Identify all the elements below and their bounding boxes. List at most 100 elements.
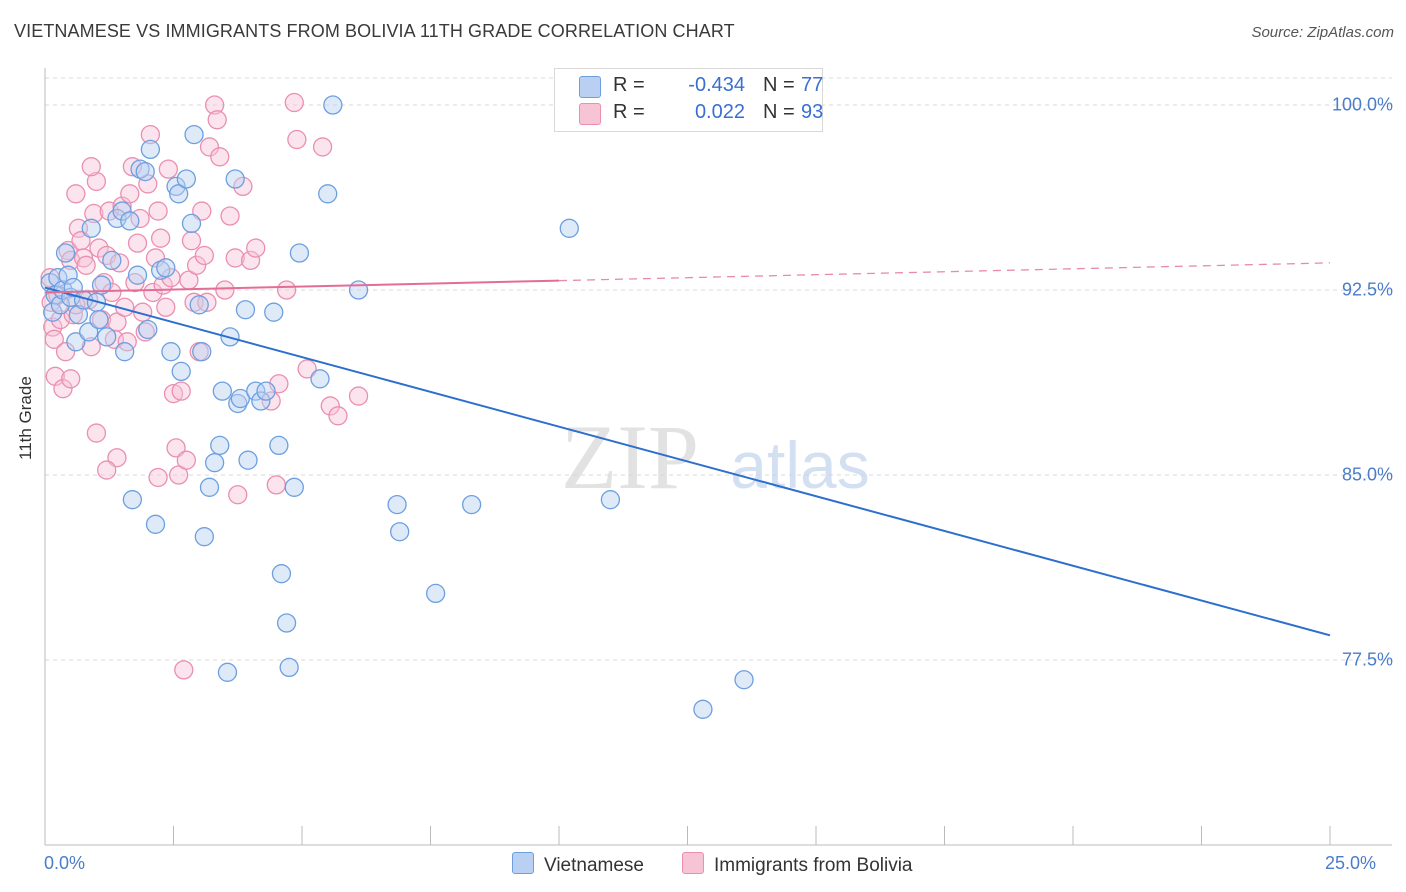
bolivia-point bbox=[215, 280, 235, 300]
vietnamese-point bbox=[461, 494, 482, 515]
vietnamese-point bbox=[230, 388, 250, 409]
vietnamese-point bbox=[271, 564, 292, 584]
bolivia-point bbox=[171, 381, 191, 401]
bolivia-point bbox=[228, 485, 248, 505]
vietnamese-point bbox=[310, 369, 330, 389]
legend-swatch-blue bbox=[579, 76, 601, 98]
bolivia-point bbox=[61, 369, 81, 389]
y-axis-label: 11th Grade bbox=[16, 376, 35, 460]
legend-swatch-pink bbox=[579, 103, 601, 125]
axes bbox=[44, 68, 1392, 846]
vietnamese-point bbox=[112, 201, 132, 221]
vietnamese-point bbox=[189, 295, 209, 315]
y-tick-label: 100.0% bbox=[1331, 94, 1393, 115]
vietnamese-point bbox=[600, 490, 621, 510]
vietnamese-point bbox=[122, 490, 143, 510]
trend-line-extension-pink bbox=[558, 262, 1331, 282]
legend-item-bolivia: Immigrants from Bolivia bbox=[682, 852, 913, 877]
bolivia-point bbox=[148, 201, 168, 221]
vietnamese-point bbox=[289, 243, 310, 263]
vietnamese-point bbox=[91, 275, 112, 295]
vietnamese-point bbox=[387, 494, 407, 515]
bolivia-point bbox=[174, 660, 194, 680]
legend-n-value: 93 bbox=[801, 101, 824, 123]
legend-label-bolivia: Immigrants from Bolivia bbox=[714, 855, 913, 876]
vietnamese-point bbox=[212, 381, 232, 401]
vietnamese-point bbox=[210, 435, 230, 456]
vietnamese-point bbox=[194, 527, 214, 547]
vietnamese-point bbox=[181, 213, 202, 234]
legend-item-vietnamese: Vietnamese bbox=[512, 852, 644, 877]
watermark-zip: ZIP bbox=[561, 406, 699, 508]
vietnamese-point bbox=[79, 322, 99, 342]
bolivia-point bbox=[86, 171, 107, 192]
y-tick-label: 92.5% bbox=[1341, 279, 1393, 300]
trend-line-pink bbox=[44, 279, 560, 294]
bolivia-point bbox=[297, 359, 317, 379]
trend-lines bbox=[44, 262, 1331, 637]
bolivia-point bbox=[73, 248, 94, 268]
bolivia-point bbox=[76, 255, 96, 275]
vietnamese-point bbox=[50, 295, 71, 315]
chart-title: VIETNAMESE VS IMMIGRANTS FROM BOLIVIA 11… bbox=[14, 21, 735, 41]
bolivia-point bbox=[120, 184, 140, 204]
vietnamese-point bbox=[204, 453, 225, 473]
bolivia-point bbox=[225, 248, 245, 268]
vietnamese-point bbox=[246, 381, 266, 401]
legend-r-label: R = bbox=[613, 74, 645, 96]
bolivia-point bbox=[135, 322, 155, 342]
bolivia-point bbox=[287, 129, 307, 150]
bolivia-point bbox=[240, 250, 261, 271]
vietnamese-point bbox=[276, 613, 297, 633]
legend-r-label: R = bbox=[613, 101, 645, 123]
y-tick-label: 85.0% bbox=[1341, 464, 1393, 485]
legend-n-label: N = bbox=[763, 74, 795, 96]
vietnamese-point bbox=[318, 184, 338, 204]
bolivia-point bbox=[89, 238, 109, 258]
bolivia-point bbox=[181, 231, 202, 251]
bolivia-point bbox=[145, 248, 166, 268]
vietnamese-point bbox=[55, 243, 76, 263]
bolivia-point bbox=[148, 467, 168, 488]
vietnamese-point bbox=[171, 361, 191, 382]
vietnamese-point bbox=[81, 218, 101, 238]
legend-n-label: N = bbox=[763, 101, 795, 123]
bolivia-point bbox=[107, 448, 127, 468]
bolivia-point bbox=[81, 337, 101, 357]
bolivia-point bbox=[66, 184, 86, 204]
grid-lines bbox=[45, 77, 1392, 661]
legend-swatch-blue bbox=[512, 852, 534, 874]
bolivia-point bbox=[233, 176, 253, 197]
bolivia-point bbox=[81, 157, 101, 177]
trend-line-blue bbox=[44, 286, 1331, 637]
vietnamese-point bbox=[217, 662, 238, 682]
vietnamese-point bbox=[135, 161, 155, 182]
bolivia-point bbox=[156, 297, 176, 317]
bolivia-point bbox=[43, 317, 63, 337]
vietnamese-point bbox=[166, 176, 186, 197]
bolivia-point bbox=[246, 238, 266, 258]
bolivia-point bbox=[194, 245, 214, 266]
bolivia-point bbox=[109, 253, 130, 273]
vietnamese-point bbox=[161, 342, 181, 362]
series-vietnamese-points bbox=[40, 92, 754, 719]
vietnamese-point bbox=[115, 342, 135, 362]
correlation-legend: R = -0.434 N = 77 R = 0.022 N = 93 bbox=[554, 68, 823, 132]
vietnamese-point bbox=[68, 305, 89, 325]
vietnamese-point bbox=[425, 583, 446, 604]
legend-r-value: -0.434 bbox=[688, 74, 745, 96]
legend-label-vietnamese: Vietnamese bbox=[544, 855, 644, 876]
bolivia-point bbox=[320, 396, 340, 416]
bolivia-point bbox=[150, 228, 171, 248]
vietnamese-point bbox=[264, 302, 284, 322]
bolivia-point bbox=[97, 460, 117, 480]
vietnamese-point bbox=[225, 169, 245, 189]
bolivia-point bbox=[312, 137, 333, 157]
bolivia-point bbox=[163, 383, 184, 404]
bolivia-point bbox=[102, 282, 122, 303]
bolivia-point bbox=[125, 272, 145, 293]
vietnamese-point bbox=[251, 391, 271, 411]
bolivia-point bbox=[266, 475, 286, 495]
bolivia-point bbox=[276, 280, 297, 300]
